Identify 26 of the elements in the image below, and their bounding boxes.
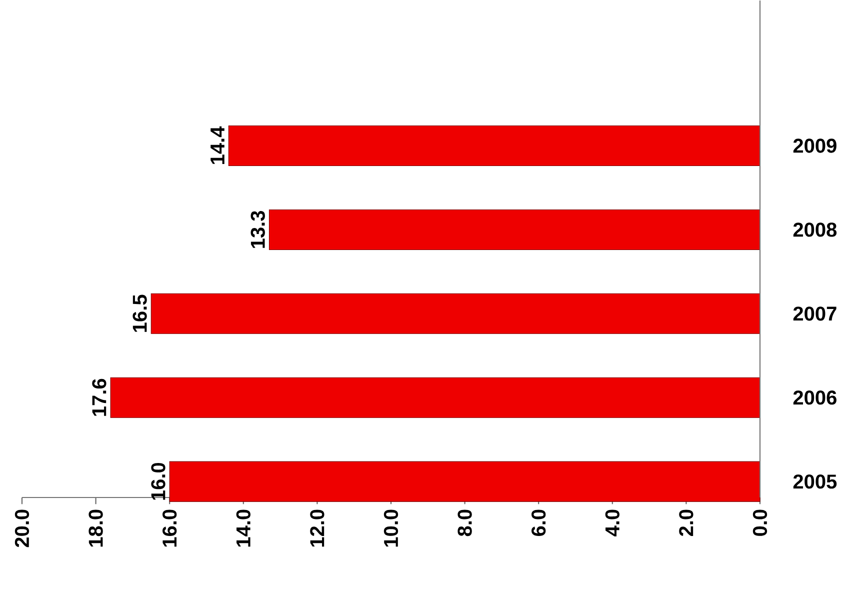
x-tick-label: 20.0 bbox=[14, 510, 30, 548]
bar bbox=[169, 462, 760, 502]
bar bbox=[110, 378, 760, 418]
data-label: 14.4 bbox=[210, 126, 224, 164]
x-tick-label: 4.0 bbox=[605, 510, 620, 537]
x-tick-label: 18.0 bbox=[88, 510, 103, 547]
x-tick-label: 2.0 bbox=[679, 510, 694, 536]
x-tick-label: 6.0 bbox=[532, 510, 546, 536]
x-tick-label: 12.0 bbox=[310, 510, 324, 547]
y-tick-label: 2007 bbox=[793, 306, 836, 321]
data-label: 16.0 bbox=[151, 463, 166, 500]
y-tick-label: 2006 bbox=[793, 390, 836, 405]
bar bbox=[268, 210, 760, 250]
data-label: 16.5 bbox=[132, 295, 147, 332]
y-tick-label: 2008 bbox=[793, 222, 837, 238]
x-tick-label: 14.0 bbox=[236, 510, 250, 547]
x-tick-label: 8.0 bbox=[458, 510, 472, 536]
x-tick-label: 16.0 bbox=[162, 510, 177, 547]
x-tick-label: 0.0 bbox=[752, 510, 768, 536]
x-tick-label: 10.0 bbox=[384, 510, 398, 547]
data-label: 17.6 bbox=[92, 379, 106, 416]
bar bbox=[150, 294, 760, 334]
data-label: 13.3 bbox=[250, 211, 265, 248]
y-tick-label: 2005 bbox=[793, 474, 837, 489]
y-tick-label: 2009 bbox=[793, 138, 836, 154]
bar bbox=[228, 126, 760, 166]
